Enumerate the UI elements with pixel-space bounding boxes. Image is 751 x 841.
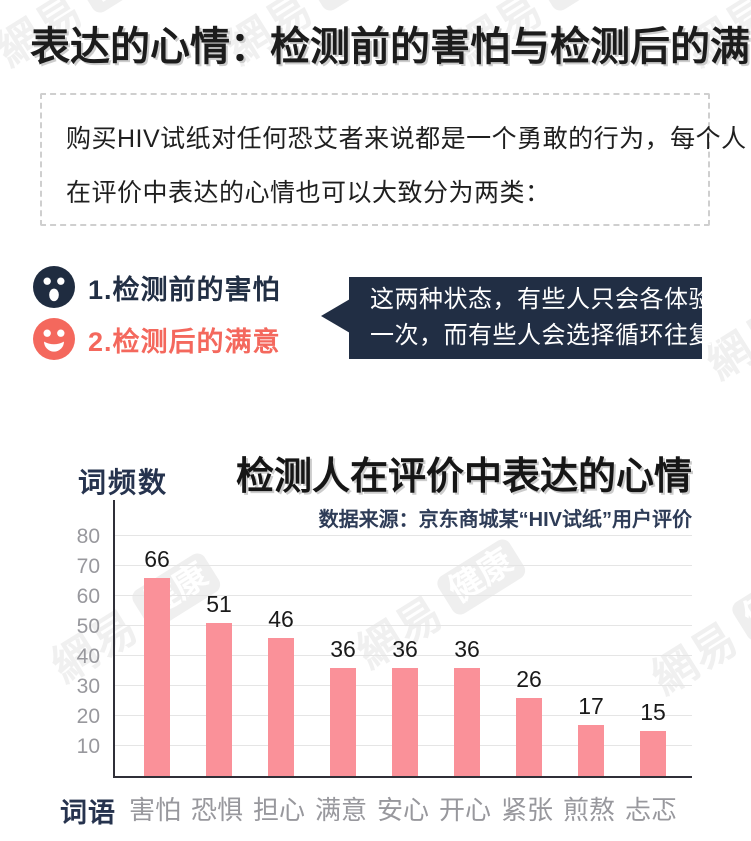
x-axis-title: 词语 <box>60 798 116 828</box>
category-label: 紧张 <box>500 795 553 825</box>
speech-bubble: 这两种状态，有些人只会各体验 一次，而有些人会选择循环往复。 <box>321 277 738 359</box>
y-tick-label: 20 <box>76 705 100 728</box>
bar-value-label: 36 <box>392 636 418 662</box>
bar-煎熬 <box>578 725 604 776</box>
bar-value-label: 17 <box>578 693 604 719</box>
bar-value-label: 66 <box>144 546 170 572</box>
category-label: 开心 <box>438 795 491 825</box>
y-axis-tick-labels: 80 70 60 50 40 30 20 10 <box>50 500 100 778</box>
grid-line <box>115 655 692 656</box>
intro-text-line: 购买HIV试纸对任何恐艾者来说都是一个勇敢的行为，每个人 <box>66 125 747 153</box>
bar-value-label: 36 <box>454 636 480 662</box>
y-tick-label: 30 <box>76 675 100 698</box>
bar-value-label: 46 <box>268 606 294 632</box>
x-axis-category-labels: 害怕 恐惧 担心 满意 安心 开心 紧张 煎熬 忐忑 <box>113 790 692 825</box>
bar-害怕 <box>144 578 170 776</box>
grid-line <box>115 565 692 566</box>
category-label: 忐忑 <box>624 795 677 825</box>
bubble-text-line: 一次，而有些人会选择循环往复。 <box>370 322 738 349</box>
bar-紧张 <box>516 698 542 776</box>
emotion-label-satisfaction: 2.检测后的满意 <box>88 326 281 357</box>
y-tick-label: 10 <box>76 735 100 758</box>
y-tick-label: 40 <box>76 645 100 668</box>
bubble-arrow-left <box>321 299 350 333</box>
bar-满意 <box>330 668 356 776</box>
category-label: 害怕 <box>128 795 181 825</box>
bar-开心 <box>454 668 480 776</box>
bar-chart-plot-area: 66 51 46 36 36 36 26 17 15 <box>113 500 692 778</box>
chart-source: 数据来源：京东商城某“HIV试纸”用户评价 <box>318 509 692 531</box>
bar-value-label: 36 <box>330 636 356 662</box>
scared-face-icon <box>33 266 75 308</box>
bar-担心 <box>268 638 294 776</box>
emotion-label-fear: 1.检测前的害怕 <box>88 274 281 305</box>
intro-box: 购买HIV试纸对任何恐艾者来说都是一个勇敢的行为，每个人 在评价中表达的心情也可… <box>40 93 747 226</box>
bar-value-label: 51 <box>206 591 232 617</box>
category-label: 担心 <box>252 795 305 825</box>
y-tick-label: 50 <box>76 615 100 638</box>
smiley-face-icon <box>33 318 75 360</box>
emotion-item-before-test: 1.检测前的害怕 <box>33 266 281 308</box>
y-tick-label: 70 <box>76 555 100 578</box>
page-title: 表达的心情：检测前的害怕与检测后的满意 <box>30 25 751 69</box>
grid-line <box>115 535 692 536</box>
watermark-badge-text: 健康 <box>729 562 751 644</box>
watermark-badge-text: 健康 <box>534 0 629 14</box>
chart-title: 检测人在评价中表达的心情 <box>235 456 692 498</box>
bar-安心 <box>392 668 418 776</box>
intro-text-line: 在评价中表达的心情也可以大致分为两类： <box>66 179 551 207</box>
watermark-badge-text: 健康 <box>304 0 399 14</box>
category-label: 满意 <box>314 795 367 825</box>
bar-恐惧 <box>206 623 232 776</box>
category-label: 煎熬 <box>562 795 615 825</box>
category-label: 恐惧 <box>190 795 243 825</box>
bar-value-label: 15 <box>640 699 666 725</box>
grid-line <box>115 595 692 596</box>
y-axis-title: 词频数 <box>78 467 169 498</box>
grid-line <box>115 625 692 626</box>
bar-value-label: 26 <box>516 666 542 692</box>
bar-忐忑 <box>640 731 666 776</box>
y-tick-label: 60 <box>76 585 100 608</box>
category-label: 安心 <box>376 795 429 825</box>
bubble-text-line: 这两种状态，有些人只会各体验 <box>370 286 713 313</box>
y-tick-label: 80 <box>76 525 100 548</box>
emotion-item-after-test: 2.检测后的满意 <box>33 318 281 360</box>
